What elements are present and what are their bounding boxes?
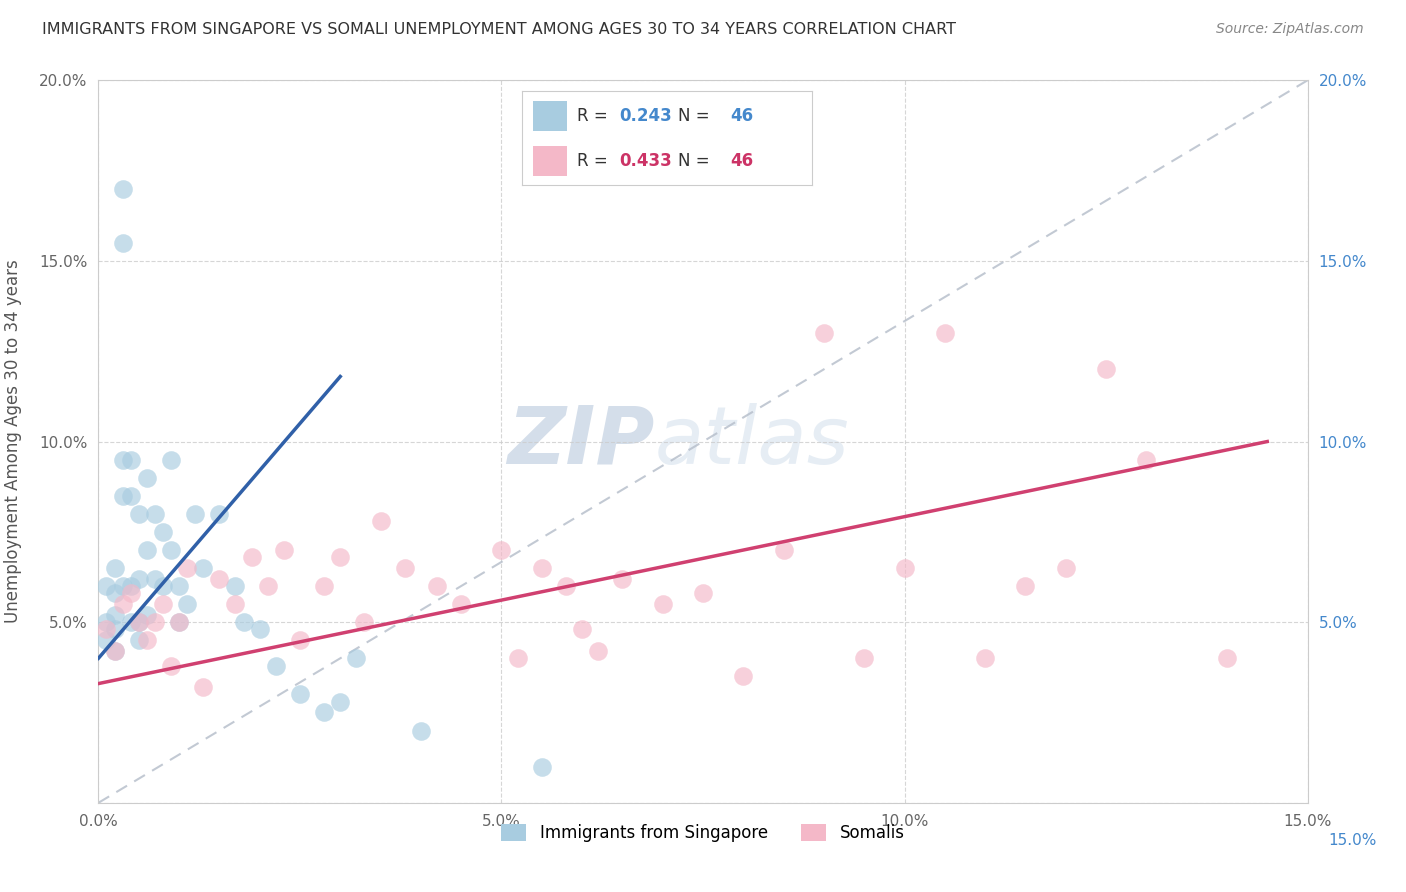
Point xyxy=(974,651,997,665)
Point xyxy=(1216,651,1239,665)
Point xyxy=(103,644,125,658)
Point xyxy=(1014,579,1036,593)
Point xyxy=(232,615,254,630)
Point xyxy=(586,644,609,658)
Point xyxy=(240,550,263,565)
Text: ZIP: ZIP xyxy=(508,402,655,481)
Point xyxy=(314,579,336,593)
Text: Source: ZipAtlas.com: Source: ZipAtlas.com xyxy=(1216,22,1364,37)
Point xyxy=(135,633,157,648)
Point xyxy=(224,597,246,611)
Point xyxy=(128,615,150,630)
Point xyxy=(103,623,125,637)
Point xyxy=(96,615,118,630)
Point xyxy=(224,579,246,593)
Point xyxy=(813,326,835,340)
Point xyxy=(120,452,142,467)
Point xyxy=(344,651,367,665)
Point xyxy=(120,489,142,503)
Point xyxy=(111,452,134,467)
Point xyxy=(176,597,198,611)
Point xyxy=(184,507,207,521)
Point xyxy=(409,723,432,738)
Point xyxy=(167,615,190,630)
Point xyxy=(135,471,157,485)
Point xyxy=(692,586,714,600)
Point xyxy=(160,452,183,467)
Point xyxy=(353,615,375,630)
Legend: Immigrants from Singapore, Somalis: Immigrants from Singapore, Somalis xyxy=(495,817,911,848)
Point xyxy=(143,572,166,586)
Point xyxy=(128,615,150,630)
Y-axis label: Unemployment Among Ages 30 to 34 years: Unemployment Among Ages 30 to 34 years xyxy=(4,260,22,624)
Point xyxy=(152,597,174,611)
Point xyxy=(128,633,150,648)
Point xyxy=(733,669,755,683)
Point xyxy=(1054,561,1077,575)
Point xyxy=(651,597,673,611)
Point xyxy=(167,579,190,593)
Point xyxy=(135,607,157,622)
Point xyxy=(120,579,142,593)
Point xyxy=(450,597,472,611)
Point xyxy=(111,579,134,593)
Point xyxy=(143,615,166,630)
Point xyxy=(1095,362,1118,376)
Point xyxy=(612,572,634,586)
Point xyxy=(314,706,336,720)
Point xyxy=(249,623,271,637)
Point xyxy=(143,507,166,521)
Point xyxy=(329,695,352,709)
Point xyxy=(772,542,794,557)
Point xyxy=(370,514,392,528)
Point xyxy=(506,651,529,665)
Point xyxy=(120,615,142,630)
Point xyxy=(329,550,352,565)
Point xyxy=(394,561,416,575)
Point xyxy=(288,633,311,648)
Point xyxy=(128,572,150,586)
Point xyxy=(426,579,449,593)
Point xyxy=(96,623,118,637)
Point xyxy=(1135,452,1157,467)
Point xyxy=(111,182,134,196)
Text: IMMIGRANTS FROM SINGAPORE VS SOMALI UNEMPLOYMENT AMONG AGES 30 TO 34 YEARS CORRE: IMMIGRANTS FROM SINGAPORE VS SOMALI UNEM… xyxy=(42,22,956,37)
Point xyxy=(530,760,553,774)
Point xyxy=(288,687,311,701)
Point xyxy=(208,572,231,586)
Point xyxy=(103,644,125,658)
Point xyxy=(111,597,134,611)
Point xyxy=(176,561,198,575)
Point xyxy=(208,507,231,521)
Point xyxy=(96,633,118,648)
Point xyxy=(103,607,125,622)
Point xyxy=(256,579,278,593)
Point xyxy=(934,326,956,340)
Point xyxy=(103,586,125,600)
Point xyxy=(96,579,118,593)
Point xyxy=(167,615,190,630)
Point xyxy=(120,586,142,600)
Point xyxy=(111,235,134,250)
Point xyxy=(853,651,876,665)
Point xyxy=(111,489,134,503)
Point xyxy=(152,524,174,539)
Point xyxy=(555,579,578,593)
Point xyxy=(160,658,183,673)
Point xyxy=(491,542,513,557)
Text: atlas: atlas xyxy=(655,402,849,481)
Point xyxy=(264,658,287,673)
Point xyxy=(193,680,215,694)
Point xyxy=(128,507,150,521)
Point xyxy=(160,542,183,557)
Point xyxy=(530,561,553,575)
Point xyxy=(135,542,157,557)
Point xyxy=(103,561,125,575)
Point xyxy=(193,561,215,575)
Point xyxy=(893,561,915,575)
Point xyxy=(571,623,593,637)
Point xyxy=(152,579,174,593)
Text: 15.0%: 15.0% xyxy=(1329,833,1376,848)
Point xyxy=(273,542,295,557)
